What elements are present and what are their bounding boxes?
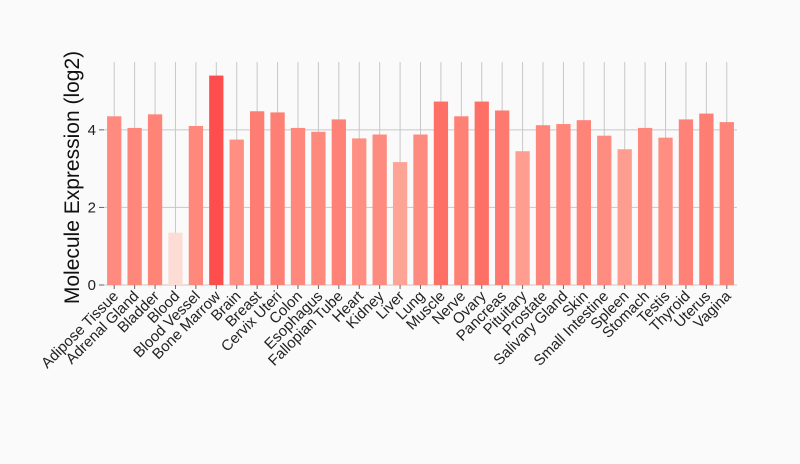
bar (249, 111, 265, 286)
y-axis-title: Molecule Expression (log2) (61, 51, 84, 304)
bar (392, 162, 408, 285)
bar (290, 127, 306, 285)
bar (597, 135, 612, 285)
bar (209, 75, 224, 285)
bar (699, 113, 714, 285)
y-axis: 0 2 4 (88, 122, 104, 294)
bar (576, 120, 592, 285)
bar (188, 125, 204, 285)
bar (311, 131, 326, 285)
bar (127, 127, 142, 285)
bar (637, 127, 653, 285)
y-tick-label: 0 (88, 277, 96, 294)
y-tick-label: 2 (88, 199, 96, 216)
bar (147, 114, 163, 285)
y-tick-label: 4 (88, 122, 96, 139)
bar (372, 134, 387, 285)
bar (719, 122, 734, 286)
bar (658, 137, 673, 285)
bar (107, 116, 122, 285)
bar (229, 139, 244, 285)
bar (495, 110, 510, 285)
bar (474, 101, 489, 285)
bar (331, 119, 346, 286)
bars (107, 75, 734, 286)
bar (454, 116, 469, 285)
bar (515, 151, 530, 285)
bar (168, 232, 183, 285)
bar (413, 134, 428, 285)
bar (433, 101, 449, 285)
bar (556, 124, 571, 285)
bar (617, 149, 632, 285)
bar (535, 125, 551, 285)
bar (678, 119, 694, 286)
bar (270, 112, 285, 285)
bar (352, 138, 367, 285)
